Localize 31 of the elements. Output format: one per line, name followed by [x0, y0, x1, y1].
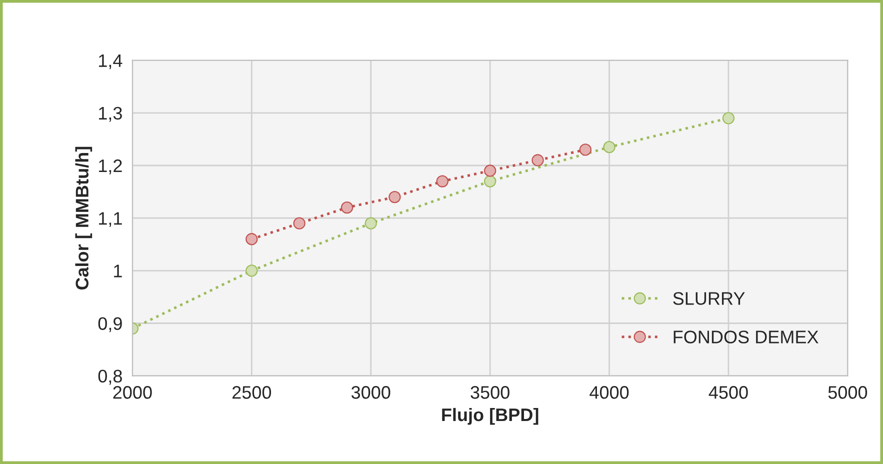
y-tick-label: 1,4 — [99, 54, 122, 70]
point — [484, 175, 496, 188]
y-tick-label: 1,2 — [99, 159, 122, 174]
x-tick-label: 3000 — [351, 386, 390, 399]
point — [246, 233, 258, 246]
point — [246, 264, 258, 277]
y-tick-label: 1,1 — [99, 212, 122, 227]
point — [722, 112, 735, 124]
y-tick-label: 1,3 — [99, 106, 122, 122]
x-tick-label: 4500 — [708, 386, 748, 399]
legend-label: FONDOS DEMEX — [674, 330, 818, 344]
point — [484, 164, 496, 177]
y-tick-label: 1 — [114, 264, 122, 278]
x-tick-label: 3500 — [470, 386, 510, 399]
x-tick-label: 2000 — [113, 386, 152, 399]
x-tick-label: 2500 — [232, 386, 272, 399]
legend-label: SLURRY — [673, 292, 745, 305]
point — [364, 217, 377, 230]
point — [388, 190, 401, 204]
point — [532, 154, 544, 166]
point — [436, 175, 448, 188]
point — [603, 141, 616, 154]
point — [579, 144, 592, 156]
x-tick-label: 4000 — [590, 386, 629, 399]
y-tick-label: 0,9 — [98, 317, 122, 332]
x-tick-label: 5000 — [828, 386, 868, 399]
y-axis-title: Calor [ MMBtu/h] — [75, 146, 92, 290]
x-axis-title: Flujo [BPD] — [442, 408, 538, 425]
point — [293, 217, 306, 230]
y-tick-label: 0,8 — [98, 370, 122, 385]
point — [340, 201, 354, 214]
